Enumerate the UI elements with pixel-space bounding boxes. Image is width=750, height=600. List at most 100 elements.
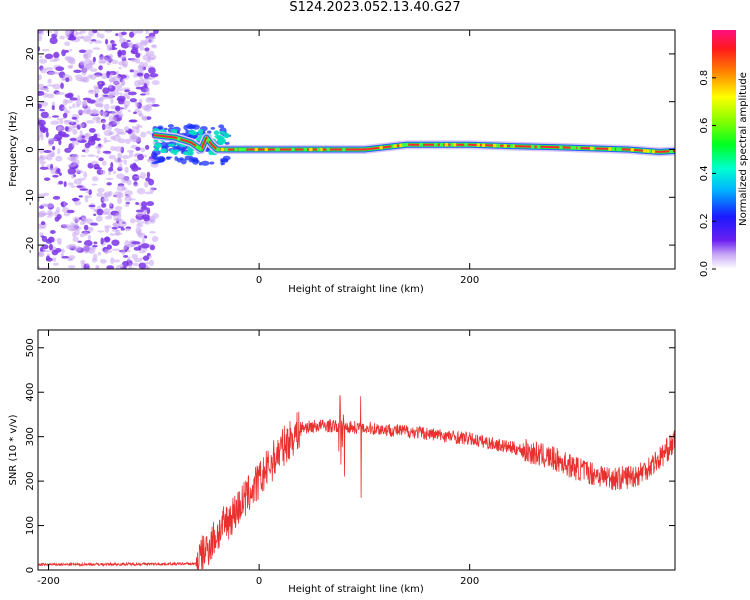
noise-blob [92, 253, 98, 260]
noise-blob [68, 258, 73, 262]
noise-blob [123, 255, 129, 258]
noise-blob [88, 127, 96, 133]
noise-blob [108, 124, 113, 131]
noise-blob [154, 143, 162, 147]
noise-blob [104, 226, 110, 233]
noise-blob [38, 197, 41, 203]
noise-blob [96, 149, 101, 155]
noise-blob [40, 101, 49, 107]
noise-blob [145, 144, 150, 150]
noise-blob [95, 215, 103, 222]
noise-blob [68, 255, 76, 260]
y-tick-label: 300 [25, 427, 36, 446]
noise-blob [180, 158, 187, 165]
noise-blob [93, 133, 98, 138]
noise-blob [141, 41, 148, 45]
noise-blob [77, 240, 82, 243]
noise-blob [100, 96, 107, 100]
noise-blob [213, 130, 220, 136]
noise-blob [73, 158, 80, 166]
noise-blob [41, 235, 48, 243]
noise-blob [214, 134, 222, 139]
noise-blob [140, 243, 150, 249]
noise-blob [149, 244, 156, 251]
noise-blob [68, 243, 77, 249]
noise-blob [71, 174, 75, 179]
y-tick-label: 500 [25, 338, 36, 357]
noise-blob [145, 87, 150, 94]
noise-blob [38, 119, 46, 127]
noise-blob [45, 255, 51, 261]
noise-blob [39, 166, 49, 170]
noise-blob [137, 233, 143, 236]
noise-blob [106, 265, 114, 269]
noise-blob [96, 265, 100, 269]
noise-blob [52, 257, 57, 262]
noise-blob [140, 205, 148, 211]
colorbar-tick-label: 0.8 [699, 70, 710, 86]
snr-series-line [38, 395, 675, 570]
noise-blob [50, 120, 60, 125]
noise-blob [129, 119, 137, 122]
y-tick-label: 400 [25, 383, 36, 402]
noise-blob [143, 105, 153, 112]
noise-blob [149, 186, 155, 193]
noise-blob [49, 211, 54, 217]
noise-blob [103, 137, 108, 144]
noise-blob [70, 122, 74, 125]
noise-blob [38, 251, 45, 258]
noise-blob [42, 92, 49, 98]
noise-blob [67, 167, 77, 175]
noise-blob [127, 91, 137, 96]
noise-blob [72, 128, 78, 135]
noise-blob [223, 133, 230, 139]
noise-blob [38, 90, 45, 96]
signal-peak [317, 147, 321, 152]
noise-blob [43, 149, 52, 154]
noise-blob [73, 245, 82, 252]
noise-blob [45, 131, 49, 138]
noise-blob [93, 40, 103, 44]
noise-blob [109, 75, 114, 83]
noise-blob [93, 163, 100, 170]
noise-blob [40, 221, 46, 226]
noise-blob [166, 156, 173, 159]
noise-blob [110, 97, 114, 104]
noise-blob [57, 147, 61, 155]
noise-blob [117, 152, 122, 160]
signal-peak [404, 142, 409, 147]
noise-blob [48, 243, 53, 251]
noise-blob [146, 207, 151, 215]
noise-blob [133, 111, 137, 115]
signal-peak [309, 147, 313, 152]
noise-blob [80, 259, 86, 265]
noise-blob [106, 182, 112, 186]
signal-peak [401, 143, 406, 147]
noise-blob [65, 110, 71, 114]
noise-blob [110, 135, 116, 141]
noise-blob [98, 82, 103, 90]
noise-blob [218, 124, 225, 129]
noise-blob [141, 78, 146, 82]
noise-blob [75, 119, 79, 123]
noise-blob [148, 259, 155, 267]
noise-blob [38, 30, 45, 36]
signal-peak [464, 142, 468, 147]
noise-blob [56, 168, 61, 174]
noise-blob [42, 87, 49, 90]
noise-blob [58, 172, 62, 176]
noise-blob [71, 231, 77, 238]
noise-blob [140, 147, 146, 153]
noise-blob [128, 31, 135, 38]
noise-blob [221, 162, 226, 165]
signal-peak [198, 146, 202, 151]
noise-blob [102, 150, 112, 154]
noise-blob [131, 241, 141, 245]
noise-blob [47, 236, 55, 243]
noise-blob [105, 177, 114, 181]
noise-blob [114, 229, 121, 237]
noise-blob [106, 61, 111, 66]
noise-blob [111, 59, 119, 65]
noise-blob [61, 248, 65, 254]
noise-blob [115, 88, 124, 92]
